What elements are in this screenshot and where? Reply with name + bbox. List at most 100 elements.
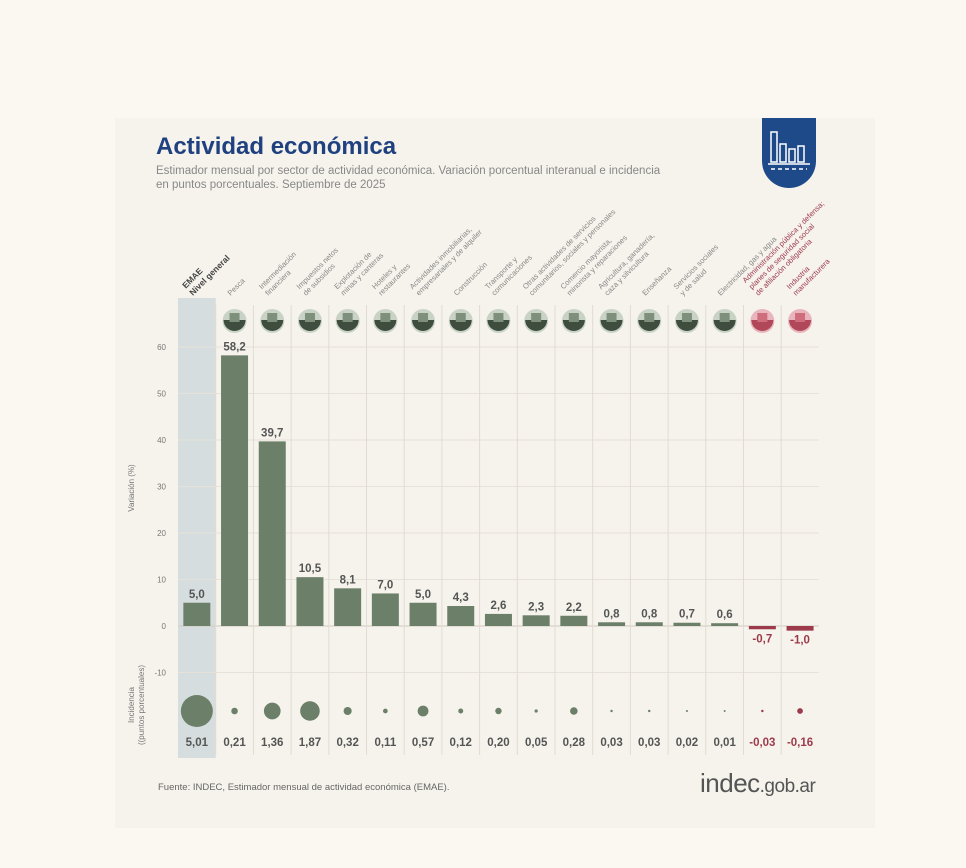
bar-value-label: 58,2: [223, 341, 245, 353]
incidence-bubble: [685, 709, 688, 713]
government-icon: [750, 309, 775, 333]
incidence-bubble: [231, 707, 238, 715]
incidence-value-label: -0,16: [787, 737, 813, 749]
incidence-bubble: [610, 709, 613, 713]
brand-main: indec: [700, 768, 760, 798]
commerce-icon: [561, 309, 586, 333]
bar-value-label: 8,1: [340, 574, 357, 586]
incidence-value-label: 0,01: [713, 737, 736, 749]
bar-value-label: 7,0: [377, 579, 393, 591]
bar: [711, 623, 739, 626]
bar: [183, 602, 211, 626]
incidence-bubble: [458, 708, 464, 714]
bar-value-label: -0,7: [752, 633, 772, 645]
bar-chart-logo-icon: [762, 118, 816, 188]
education-icon: [637, 309, 662, 333]
incidence-value-label: 1,87: [299, 737, 321, 749]
y-tick-label: 20: [157, 529, 166, 538]
y-tick-label: 60: [157, 343, 166, 352]
bar-value-label: 0,7: [679, 609, 695, 621]
bar-value-label: 0,8: [604, 608, 621, 620]
bar-value-label: 0,8: [641, 608, 658, 620]
incidence-value-label: 1,36: [261, 737, 283, 749]
incidence-bubble: [417, 705, 429, 717]
bar-value-label: 39,7: [261, 427, 283, 439]
emae-highlight-column: [178, 298, 216, 758]
incidence-value-label: 0,05: [525, 737, 548, 749]
bar: [560, 615, 588, 626]
incidence-bubble: [180, 695, 213, 727]
industry-gears-icon: [788, 309, 813, 333]
y-axis-title: Variación (%): [127, 464, 136, 512]
incidence-bubble: [723, 710, 726, 712]
bar: [447, 606, 475, 626]
page-subtitle: Estimador mensual por sector de activida…: [156, 165, 661, 191]
health-icon: [674, 309, 699, 333]
bar: [786, 626, 814, 631]
incidence-bubble: [570, 707, 578, 715]
bar-value-label: 2,6: [490, 600, 506, 612]
incidence-value-label: 5,01: [186, 737, 209, 749]
incidence-value-label: 0,57: [412, 737, 434, 749]
category-label: Construcción: [452, 260, 489, 297]
bar-value-label: 4,3: [453, 592, 469, 604]
electricity-icon: [712, 309, 737, 333]
incidence-bubble: [761, 709, 764, 713]
incidence-value-label: 0,21: [223, 737, 246, 749]
bar: [371, 593, 399, 626]
incidence-bubble: [495, 707, 502, 715]
incidence-bubble: [300, 701, 320, 721]
incidence-value-label: 0,03: [600, 737, 622, 749]
incidence-value-label: 0,02: [676, 737, 698, 749]
incidence-value-label: 0,20: [487, 737, 509, 749]
bar-value-label: 2,3: [528, 601, 544, 613]
incidence-value-label: -0,03: [749, 737, 775, 749]
bar-value-label: 10,5: [299, 563, 322, 575]
construction-icon: [448, 309, 473, 333]
bar: [598, 622, 626, 626]
bar: [522, 615, 550, 626]
incidence-bubble: [263, 702, 281, 720]
y-tick-label: 40: [157, 436, 166, 445]
bar: [635, 622, 663, 626]
y-tick-label: -10: [154, 669, 166, 678]
agriculture-icon: [599, 309, 624, 333]
bank-icon: [260, 309, 285, 333]
bar: [484, 613, 512, 626]
category-label: Enseñanza: [640, 264, 673, 297]
incidence-bubble: [797, 708, 803, 714]
bar: [221, 355, 249, 626]
incidence-bubble: [382, 708, 388, 714]
bar: [258, 441, 286, 626]
incidence-value-label: 0,11: [374, 737, 396, 749]
bar: [673, 622, 701, 626]
incidence-bubble: [648, 709, 651, 713]
incidence-value-label: 0,32: [336, 737, 358, 749]
bar: [409, 602, 437, 626]
incidence-bubble: [534, 709, 538, 713]
y-tick-label: 30: [157, 483, 166, 492]
bar: [296, 577, 324, 626]
incidence-axis-title: Incidencia: [127, 686, 136, 723]
tax-icon: [297, 309, 322, 333]
incidence-value-label: 0,28: [563, 737, 586, 749]
category-label: Pesca: [226, 276, 248, 298]
bar: [334, 588, 362, 626]
oil-pump-icon: [335, 309, 360, 333]
y-tick-label: 10: [157, 576, 166, 585]
bar-value-label: 5,0: [415, 589, 431, 601]
bar-value-label: 5,0: [189, 589, 205, 601]
indec-brand[interactable]: indec.gob.ar: [700, 768, 816, 799]
fishing-icon: [222, 309, 247, 333]
incidence-bubble: [343, 706, 352, 716]
category-label: empresariales y de alquiler: [414, 227, 484, 297]
page-title: Actividad económica: [156, 133, 397, 160]
theater-icon: [524, 309, 549, 333]
bar-value-label: -1,0: [790, 635, 810, 647]
real-estate-icon: [411, 309, 436, 333]
brand-suffix: .gob.ar: [759, 776, 816, 797]
incidence-value-label: 0,03: [638, 737, 660, 749]
bar-value-label: 0,6: [717, 609, 733, 621]
y-tick-label: 50: [157, 390, 166, 399]
